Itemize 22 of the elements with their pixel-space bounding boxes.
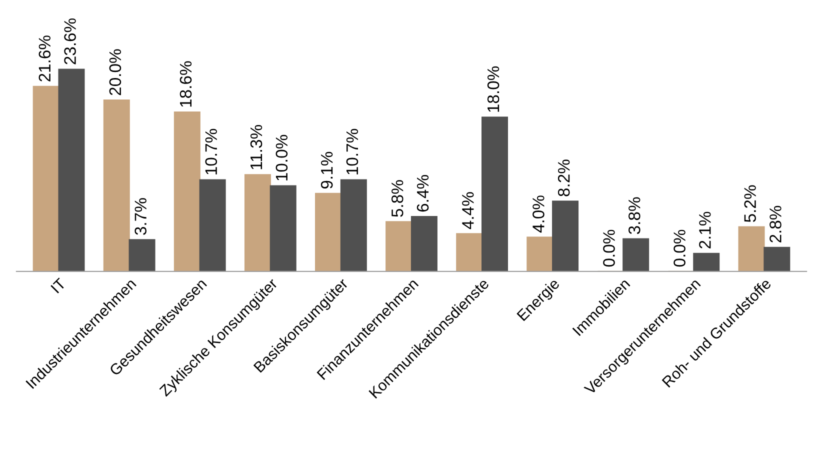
data-label: 10.0% <box>276 134 288 180</box>
data-label: 18.6% <box>180 61 192 107</box>
data-label: 4.0% <box>532 196 544 233</box>
data-label: 5.8% <box>391 180 404 217</box>
data-label: 23.6% <box>64 18 76 64</box>
data-label: 0.0% <box>674 230 686 267</box>
data-label: 5.2% <box>744 185 756 222</box>
data-label: 9.1% <box>320 152 333 189</box>
data-label: 3.7% <box>134 198 146 235</box>
data-label: 3.8% <box>628 197 640 234</box>
data-label: 21.6% <box>38 36 51 82</box>
data-label: 6.4% <box>416 175 429 212</box>
data-label: 2.8% <box>770 206 782 242</box>
data-label: 18.0% <box>487 66 500 112</box>
data-label: 8.2% <box>558 160 570 196</box>
data-label: 20.0% <box>109 49 122 96</box>
data-label: 10.7% <box>346 128 358 174</box>
data-label: 0.0% <box>603 230 615 267</box>
data-label: 11.3% <box>250 125 262 170</box>
data-label: 4.4% <box>462 192 474 230</box>
data-label: 2.1% <box>699 212 711 248</box>
data-label: 10.7% <box>205 128 218 174</box>
